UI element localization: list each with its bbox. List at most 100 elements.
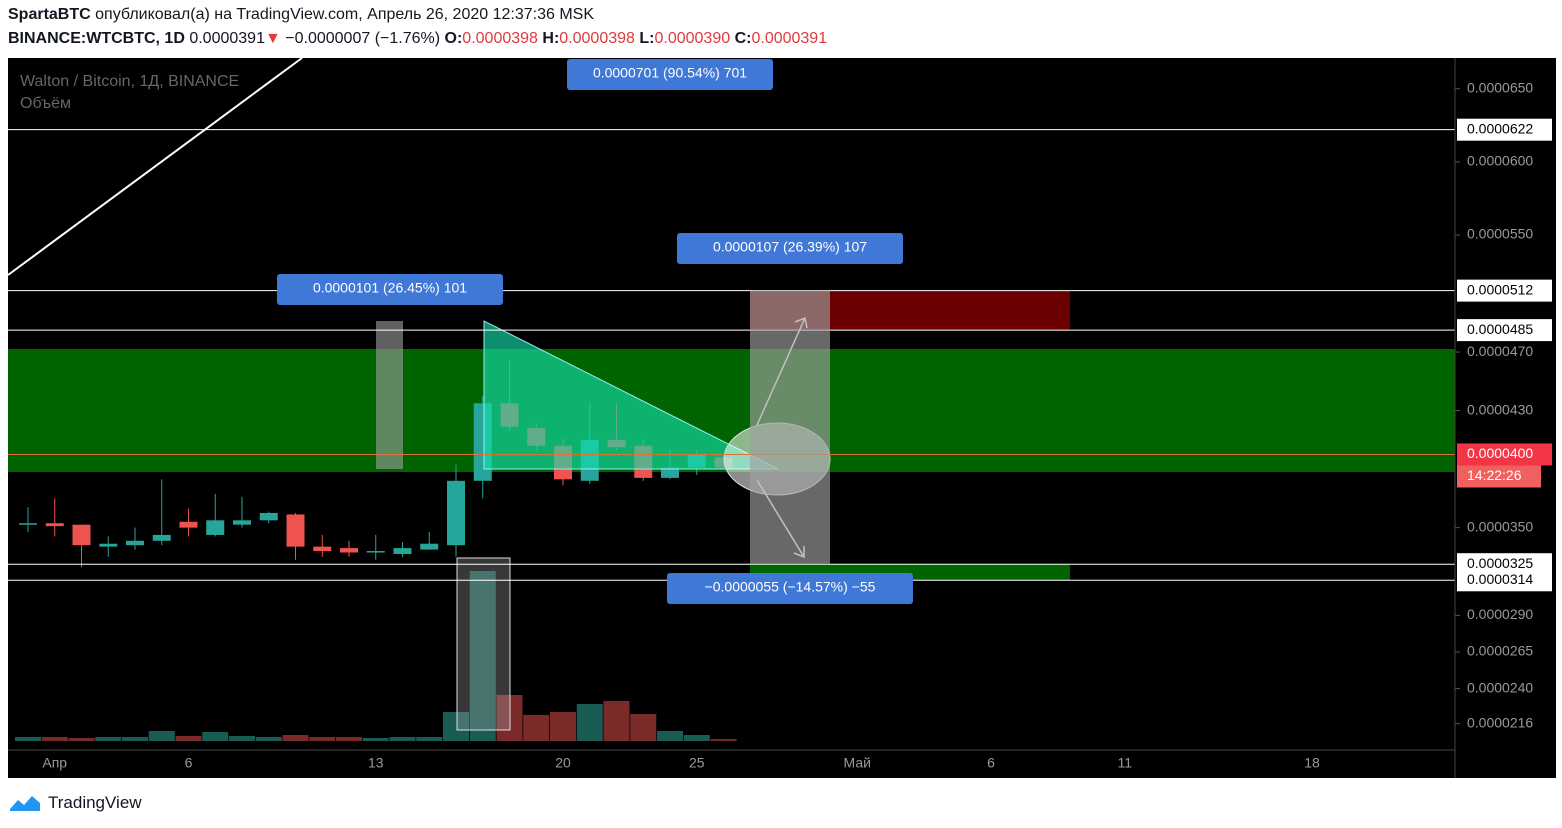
volume-bar [683,735,710,741]
price-label: 0.0000314 [1467,571,1533,587]
volume-bar [523,715,550,741]
volume-bar [336,737,362,741]
candle-body [152,534,171,541]
header-line-2: BINANCE:WTCBTC, 1D 0.0000391▼ −0.0000007… [8,30,827,48]
price-label-box [1457,279,1552,302]
volume-bar [122,737,148,741]
author: SpartaBTC [8,6,91,23]
candle-body [99,543,118,547]
trend-line [7,57,303,276]
h: 0.0000398 [559,30,635,47]
candle-body [45,523,64,527]
current-price-box [1457,443,1552,466]
candle-body [661,467,679,478]
volume-bar [710,739,737,741]
price-label: 0.0000485 [1467,321,1533,337]
triangle [483,320,779,470]
footer: TradingView [8,793,142,813]
arrow: ▼ [264,30,281,47]
volume-bar [362,738,389,741]
c-label: C: [734,30,752,47]
price-label: 0.0000512 [1467,281,1533,297]
chart-title: Walton / Bitcoin, 1Д, BINANCE [20,73,239,90]
y-tick-label: 0.0000650 [1467,79,1533,95]
y-tick-label: 0.0000290 [1467,606,1533,622]
measure-box [750,290,830,565]
measure-label-box [567,59,773,90]
volume-bar [550,712,576,741]
measure-label: −0.0000055 (−14.57%) −55 [705,579,876,595]
measure-label: 0.0000101 (26.45%) 101 [313,280,467,296]
volume-bar [229,736,255,741]
candle-body [286,514,305,547]
brand: TradingView [48,793,142,812]
candle-body [126,540,144,546]
volume-bar [175,736,202,741]
candle-body [72,524,91,546]
x-tick-label: 6 [987,755,995,771]
y-tick-label: 0.0000350 [1467,518,1533,534]
o: 0.0000398 [462,30,538,47]
published: опубликовал(а) на TradingView.com, Апрел… [95,6,594,23]
c: 0.0000391 [751,30,828,47]
volume-bar [41,737,68,741]
measure-label: 0.0000701 (90.54%) 701 [593,65,747,81]
candle-body [179,521,198,528]
volume-bar [603,701,630,741]
countdown: 14:22:26 [1467,467,1522,483]
volume-label: Объём [20,95,71,112]
change: −0.0000007 (−1.76%) [285,30,441,47]
y-tick-label: 0.0000216 [1467,714,1533,730]
y-tick-label: 0.0000265 [1467,643,1533,659]
measure-label-box [667,573,913,604]
candle-body [366,551,385,553]
price-label: 0.0000325 [1467,555,1533,571]
x-tick-label: 6 [185,755,193,771]
x-tick-label: 13 [368,755,384,771]
volume-bar [416,737,443,741]
candle-body [233,520,251,525]
h-label: H: [542,30,560,47]
candle-body [340,548,358,553]
volume-box [456,557,511,731]
volume-bar [95,737,122,741]
l: 0.0000390 [654,30,731,47]
candle-body [420,543,439,550]
x-tick-label: 11 [1117,755,1132,771]
current-price-label: 0.0000400 [1467,445,1533,461]
x-tick-label: 20 [555,755,571,771]
y-tick-label: 0.0000430 [1467,401,1533,417]
volume-bar [389,737,416,741]
volume-bar [15,737,41,741]
countdown-box [1457,465,1541,488]
candle-body [206,520,225,535]
measure-label-box [277,274,503,305]
volume-bar [68,738,95,741]
x-tick-label: Апр [42,755,67,771]
price-label-box [1457,319,1552,342]
volume-bar [148,731,175,741]
labels-layer: Walton / Bitcoin, 1Д, BINANCE Объём 0.00… [20,59,913,604]
l-label: L: [639,30,655,47]
price-label-box [1457,118,1552,141]
volume-bar [469,571,496,741]
y-tick-label: 0.0000550 [1467,226,1533,242]
volume-bar [255,737,282,741]
y-tick-label: 0.0000470 [1467,343,1533,359]
volume-bar [630,714,657,741]
y-tick-label: 0.0000240 [1467,679,1533,695]
measure-label: 0.0000107 (26.39%) 107 [713,239,867,255]
price-label-box [1457,569,1552,592]
candle-body [19,523,37,525]
header-line-1: SpartaBTC опубликовал(а) на TradingView.… [8,6,594,24]
price: 0.0000391 [189,30,265,47]
lines-layer: 0.0000650 0.0000600 0.0000550 0.0000470 0.00… [8,79,1552,771]
volume-bar [657,731,683,741]
measure-box [376,321,403,469]
x-tick-label: 18 [1304,755,1320,771]
symbol: BINANCE:WTCBTC, 1D [8,30,185,47]
measure-label-box [677,233,903,264]
volume-bar [576,704,603,741]
x-tick-label: 25 [689,755,705,771]
